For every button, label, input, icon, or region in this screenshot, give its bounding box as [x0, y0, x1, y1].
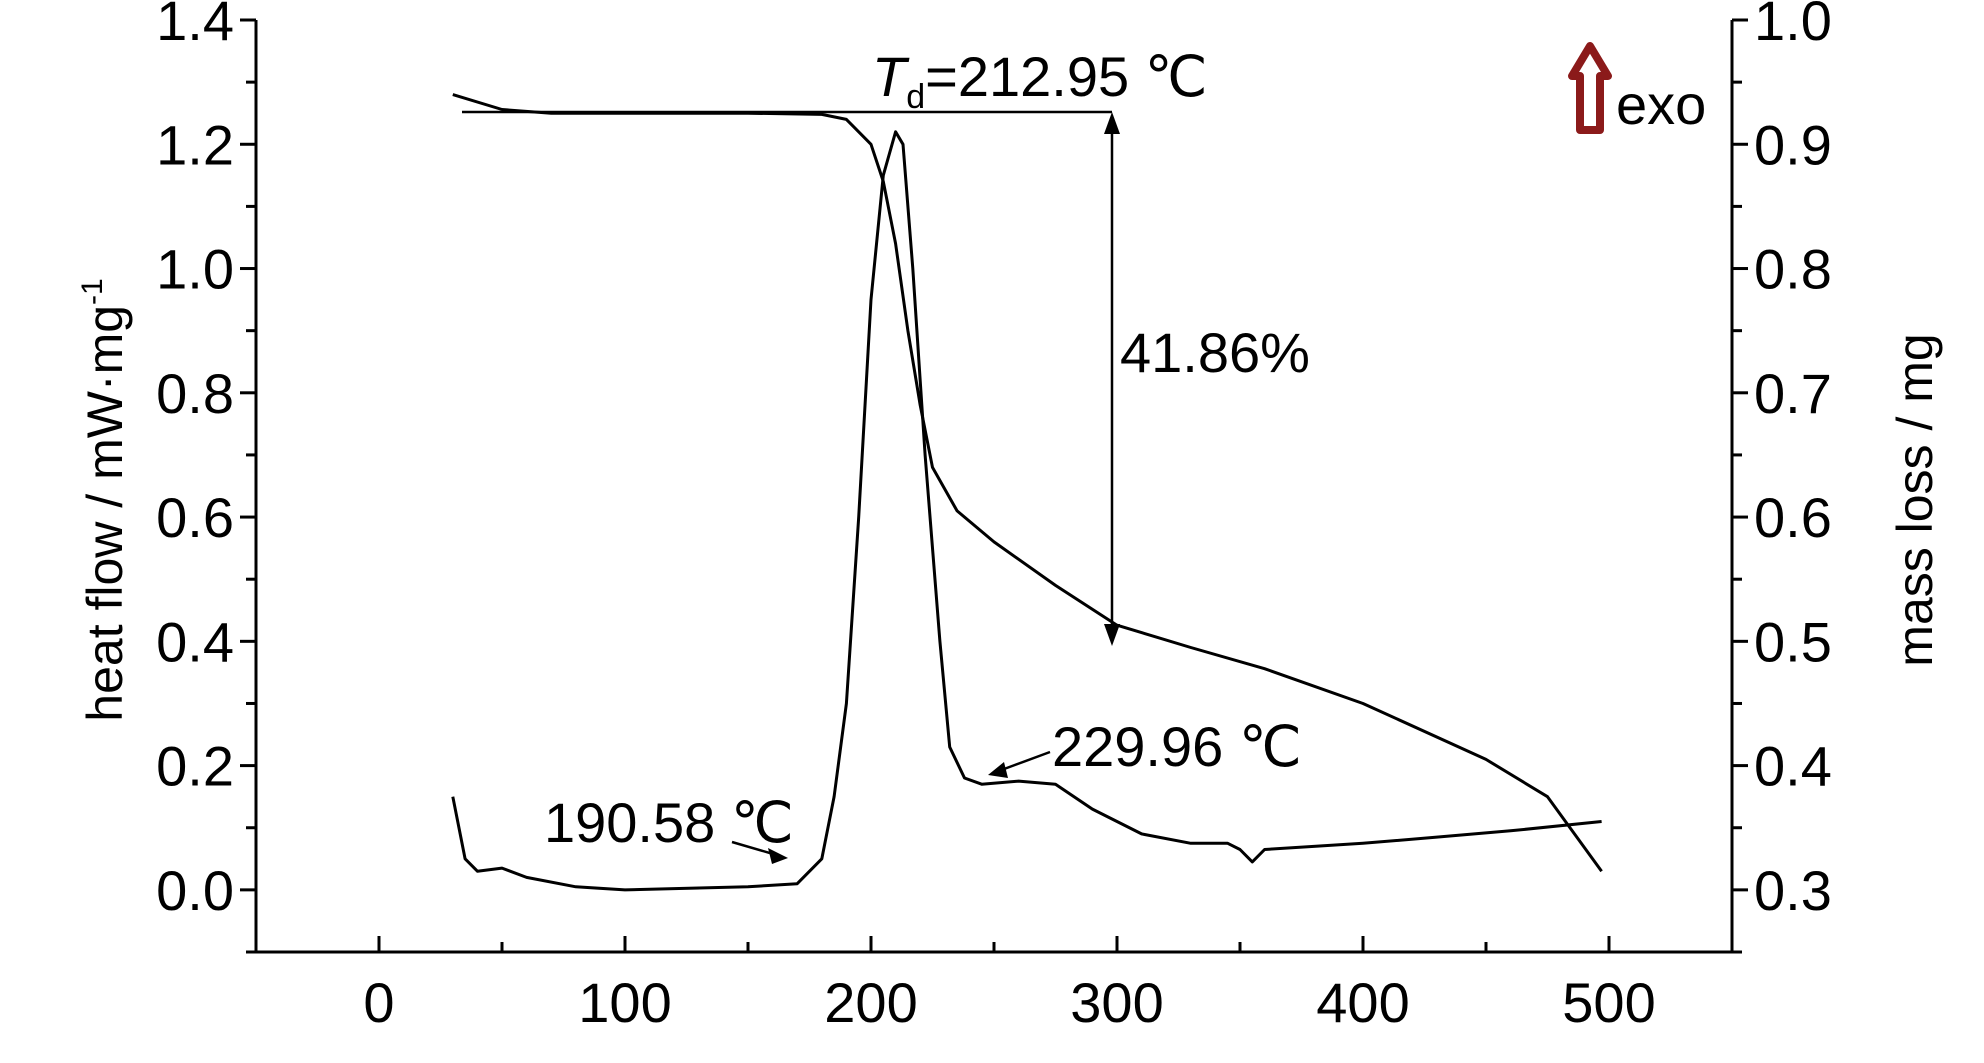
y-left-tick-label: 0.8	[156, 362, 234, 425]
y-right-tick-label: 0.8	[1754, 238, 1832, 301]
y-left-tick-label: 1.2	[156, 113, 234, 176]
axis-ticks	[240, 18, 1748, 954]
y-left-tick-label: 1.4	[156, 0, 234, 52]
td-label: Td=212.95 ℃	[872, 45, 1208, 116]
endset-label: 229.96 ℃	[1052, 715, 1302, 778]
y-right-tick-label: 0.9	[1754, 113, 1832, 176]
x-tick-label: 500	[1562, 971, 1655, 1034]
x-tick-label: 100	[578, 971, 671, 1034]
mass-loss-label: 41.86%	[1120, 321, 1310, 384]
mass-loss-series-line	[452, 93, 1603, 873]
exo-label: exo	[1616, 73, 1706, 136]
y-left-tick-label: 0.6	[156, 486, 234, 549]
y-right-tick-label: 0.5	[1754, 610, 1832, 673]
x-tick-label: 200	[824, 971, 917, 1034]
endset-arrowhead	[988, 762, 1008, 778]
onset-arrowhead	[768, 848, 788, 864]
y-right-tick-label: 0.7	[1754, 362, 1832, 425]
y-left-tick-label: 0.2	[156, 735, 234, 798]
heat-flow-series-line	[451, 130, 1602, 892]
y-right-tick-label: 1.0	[1754, 0, 1832, 52]
x-tick-label: 0	[363, 971, 394, 1034]
y-axis-right-title: mass loss / mg	[1887, 333, 1943, 666]
y-left-tick-label: 0.0	[156, 859, 234, 922]
y-right-tick-label: 0.6	[1754, 486, 1832, 549]
y-right-tick-label: 0.3	[1754, 859, 1832, 922]
onset-label: 190.58 ℃	[544, 791, 794, 854]
mass-loss-arrowhead-bottom	[1104, 624, 1120, 646]
exo-arrow-icon	[1568, 42, 1612, 134]
mass-loss-arrowhead-top	[1104, 112, 1120, 134]
y-left-tick-label: 1.0	[156, 238, 234, 301]
y-left-tick-label: 0.4	[156, 610, 234, 673]
x-tick-label: 300	[1070, 971, 1163, 1034]
y-right-tick-label: 0.4	[1754, 735, 1832, 798]
x-tick-label: 400	[1316, 971, 1409, 1034]
y-axis-left-title: heat flow / mW·mg-1	[76, 278, 133, 721]
